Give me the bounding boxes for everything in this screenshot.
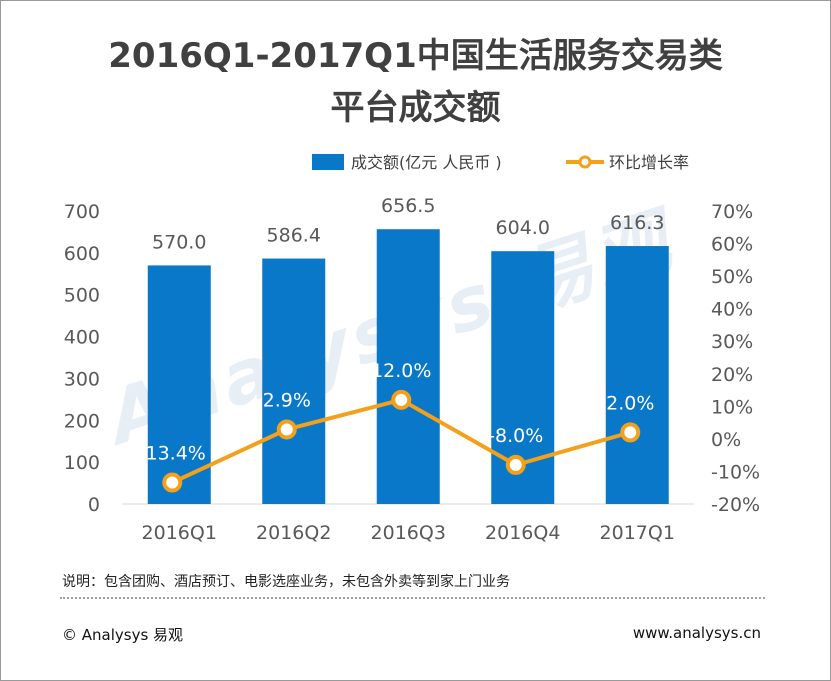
legend-bar-label: 成交额(亿元 人民币 ) <box>351 153 502 172</box>
right-tick-label: 30% <box>711 331 753 353</box>
left-tick-label: 0 <box>88 494 100 516</box>
right-axis: -20% -10% 0% 10% 20% 30% 40% 50% 60% 70% <box>711 201 760 516</box>
footnote: 说明：包含团购、酒店预订、电影选座业务，未包含外卖等到家上门业务 <box>62 574 510 590</box>
right-tick-label: 50% <box>711 266 753 288</box>
copyright: © Analysys 易观 <box>62 626 184 644</box>
growth-value-label: -8.0% <box>488 425 543 447</box>
left-axis: 0 100 200 300 400 500 600 700 <box>64 201 100 516</box>
website-link[interactable]: www.analysys.cn <box>632 624 761 642</box>
chart-title-line-2: 平台成交额 <box>330 88 501 128</box>
right-tick-label: 10% <box>711 396 753 418</box>
bar <box>605 246 669 504</box>
category-label: 2016Q1 <box>142 522 217 544</box>
right-tick-label: -20% <box>711 494 760 516</box>
category-label: 2017Q1 <box>600 522 675 544</box>
left-tick-label: 500 <box>64 285 100 307</box>
left-tick-label: 700 <box>64 201 100 223</box>
growth-point <box>505 454 526 475</box>
right-tick-label: -10% <box>711 461 760 483</box>
bar-value-label: 570.0 <box>152 231 206 253</box>
growth-point <box>162 472 183 493</box>
growth-point <box>620 422 641 443</box>
right-tick-label: 40% <box>711 299 753 321</box>
left-tick-label: 600 <box>64 243 100 265</box>
growth-value-label: -13.4% <box>139 443 206 465</box>
line-data-labels: -13.4% 2.9% 12.0% -8.0% 2.0% <box>139 360 655 465</box>
growth-point <box>276 419 297 440</box>
left-tick-label: 100 <box>64 452 100 474</box>
divider <box>60 597 765 599</box>
category-label: 2016Q3 <box>371 522 446 544</box>
legend-line-marker <box>578 155 592 169</box>
line-series <box>162 389 641 493</box>
left-tick-label: 400 <box>64 327 100 349</box>
left-tick-label: 200 <box>64 410 100 432</box>
right-tick-label: 0% <box>711 429 741 451</box>
chart-title-line-1: 2016Q1-2017Q1中国生活服务交易类 <box>108 36 723 76</box>
category-label: 2016Q2 <box>256 522 331 544</box>
bar-value-label: 616.3 <box>610 212 664 234</box>
left-tick-label: 300 <box>64 368 100 390</box>
growth-point <box>391 389 412 410</box>
right-tick-label: 20% <box>711 364 753 386</box>
bar <box>376 229 440 504</box>
bar-value-label: 586.4 <box>267 225 321 247</box>
category-labels: 2016Q1 2016Q2 2016Q3 2016Q4 2017Q1 <box>142 522 675 544</box>
bar <box>147 265 211 504</box>
bar <box>262 258 326 504</box>
bar-value-label: 656.5 <box>381 195 435 217</box>
right-tick-label: 70% <box>711 201 753 223</box>
legend-bar-swatch <box>312 154 344 170</box>
bar-value-label: 604.0 <box>496 217 550 239</box>
right-tick-label: 60% <box>711 234 753 256</box>
chart-title: 2016Q1-2017Q1中国生活服务交易类 平台成交额 <box>0 30 831 134</box>
bar-data-labels: 570.0 586.4 656.5 604.0 616.3 <box>152 195 664 253</box>
growth-value-label: 12.0% <box>371 360 431 382</box>
legend: 成交额(亿元 人民币 ) 环比增长率 <box>312 153 689 172</box>
growth-value-label: 2.0% <box>606 392 654 414</box>
growth-value-label: 2.9% <box>263 389 311 411</box>
category-label: 2016Q4 <box>485 522 560 544</box>
legend-line-label: 环比增长率 <box>609 153 689 172</box>
